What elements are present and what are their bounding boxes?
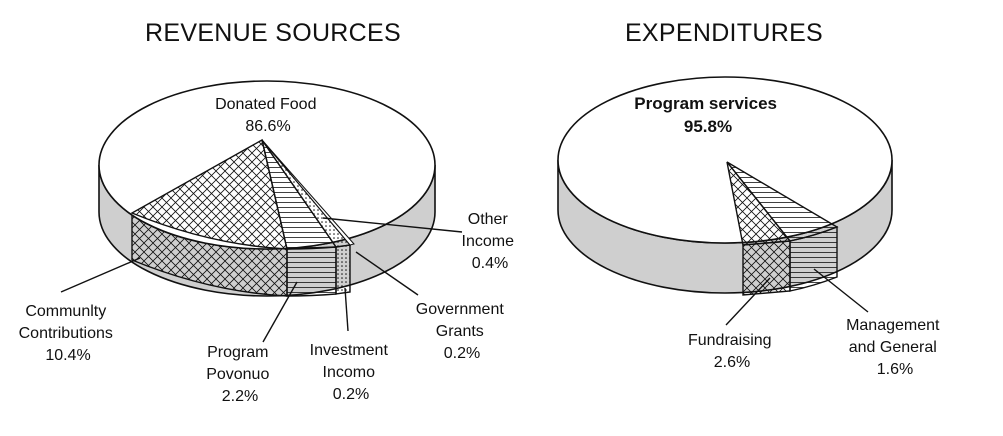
label-community-contributions: Communlty Contributions 10.4% <box>19 303 118 364</box>
slice-side-investment-income <box>335 244 351 295</box>
leader-line-fundraising <box>725 277 771 326</box>
label-donated-food: Donated Food 86.6% <box>215 96 321 135</box>
revenue-chart-title: REVENUE SOURCES <box>145 19 401 47</box>
expenditures-chart: EXPENDITURES Program services 95.8% Fund… <box>557 19 944 378</box>
label-other-income: Other Income 0.4% <box>462 211 519 272</box>
leader-line-community-contributions <box>60 257 141 293</box>
label-program-services: Program services 95.8% <box>634 94 781 136</box>
leader-line-management-general <box>813 268 869 313</box>
leader-line-other-income <box>322 217 463 233</box>
slice-top-management-general <box>726 161 839 242</box>
leader-line-program-revenue <box>262 281 298 343</box>
label-management-general: Management and General 1.6% <box>846 317 944 378</box>
leader-line-investment-income <box>344 287 349 332</box>
slice-side-program-revenue <box>286 246 337 297</box>
expenditures-chart-title: EXPENDITURES <box>625 19 823 47</box>
label-fundraising: Fundraising 2.6% <box>688 332 776 371</box>
expenditures-pie-top <box>557 76 893 244</box>
label-government-grants: Government Grants 0.2% <box>416 301 509 362</box>
slice-side-fundraising <box>742 240 791 296</box>
label-investment-income: Investment Incomo 0.2% <box>310 342 393 403</box>
revenue-chart: REVENUE SOURCES Donated Food 86.6% Commu… <box>19 19 519 405</box>
slice-top-community-contributions <box>130 138 288 250</box>
label-program-revenue: Program Povonuo 2.2% <box>206 344 274 405</box>
leader-line-government-grants <box>355 251 419 296</box>
